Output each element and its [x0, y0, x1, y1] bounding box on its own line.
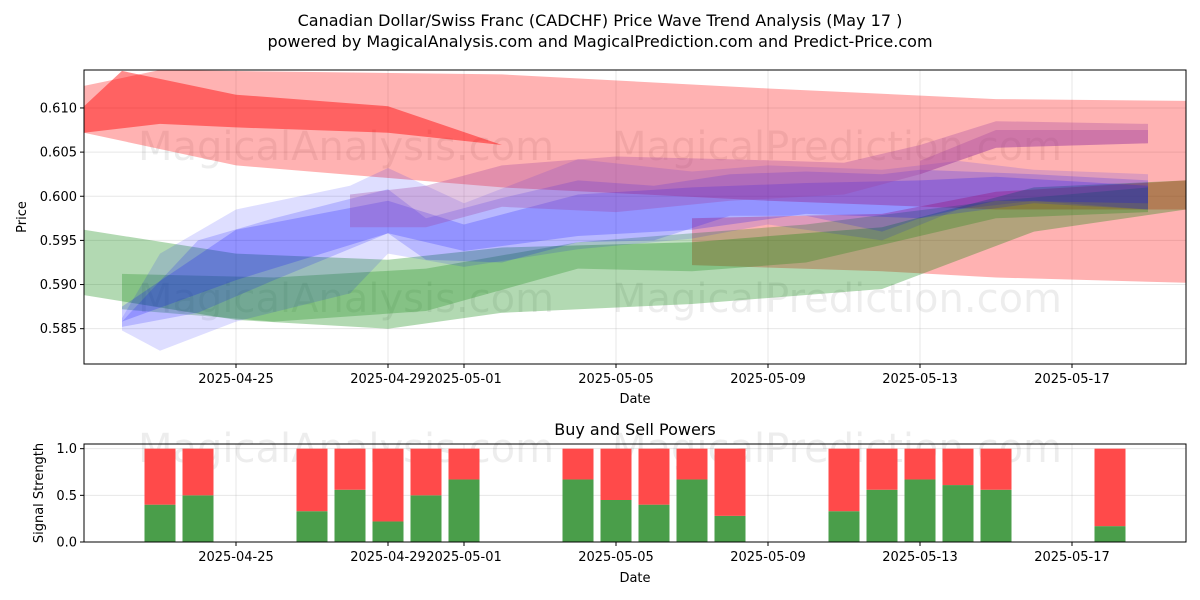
buy-bar — [562, 479, 594, 542]
sell-bar — [372, 448, 404, 522]
power-y-tick-label: 0.5 — [56, 489, 77, 504]
power-y-ticks: 0.0 0.5 1.0 — [56, 442, 84, 551]
price-y-ticks: 0.585 0.590 0.595 0.600 0.605 0.610 — [40, 101, 84, 337]
power-y-axis-label: Signal Strength — [32, 443, 47, 543]
sell-bar — [448, 448, 480, 480]
price-grid — [84, 70, 1186, 364]
power-x-tick-label: 2025-04-25 — [198, 550, 274, 565]
price-bands — [84, 70, 1186, 351]
buy-bar — [828, 511, 860, 542]
price-x-tick-label: 2025-05-13 — [882, 372, 958, 387]
price-y-axis-label: Price — [15, 201, 30, 233]
watermark-prediction-mid: MagicalPrediction.com — [612, 276, 1062, 322]
buy-bar — [448, 479, 480, 542]
power-y-tick-label: 1.0 — [56, 442, 77, 457]
price-x-tick-label: 2025-05-01 — [426, 372, 502, 387]
price-band-red-1 — [84, 70, 502, 145]
buy-bar — [638, 504, 670, 542]
buy-bar — [980, 489, 1012, 542]
power-x-tick-label: 2025-05-13 — [882, 550, 958, 565]
buy-bar — [334, 489, 366, 542]
chart-title-line2: powered by MagicalAnalysis.com and Magic… — [267, 32, 932, 51]
price-band-purple-9 — [920, 130, 1148, 175]
price-plot-frame — [84, 70, 1186, 364]
buy-bar — [904, 479, 936, 542]
watermark-prediction-top: MagicalPrediction.com — [612, 124, 1062, 170]
price-y-tick-label: 0.590 — [40, 278, 77, 293]
power-y-tick-label: 0.0 — [56, 536, 77, 551]
price-y-tick-label: 0.585 — [40, 322, 77, 337]
buy-bar — [296, 511, 328, 542]
price-y-tick-label: 0.605 — [40, 146, 77, 161]
price-x-tick-label: 2025-05-05 — [578, 372, 654, 387]
buy-bar — [866, 489, 898, 542]
price-band-red-0 — [84, 70, 1186, 210]
sell-bar — [600, 448, 632, 500]
sell-bar — [980, 448, 1012, 490]
price-band-blue-6 — [122, 169, 1148, 327]
buy-bar — [182, 495, 214, 542]
power-x-tick-label: 2025-04-29 — [350, 550, 426, 565]
power-bars — [144, 448, 1126, 542]
price-watermarks: MagicalAnalysis.com MagicalPrediction.co… — [138, 124, 1062, 322]
buy-bar — [600, 500, 632, 542]
price-y-tick-label: 0.595 — [40, 234, 77, 249]
price-band-blue-7 — [122, 176, 1148, 322]
price-x-tick-label: 2025-05-17 — [1034, 372, 1110, 387]
sell-bar — [714, 448, 746, 516]
power-x-axis-label: Date — [619, 571, 650, 586]
watermark-analysis-mid: MagicalAnalysis.com — [138, 276, 554, 322]
price-band-purple-8 — [350, 121, 1148, 228]
sell-bar — [296, 448, 328, 512]
sell-bar — [410, 448, 442, 496]
price-band-green-3 — [84, 180, 1186, 329]
watermark-analysis-top: MagicalAnalysis.com — [138, 124, 554, 170]
buy-bar — [410, 495, 442, 542]
power-panel: Buy and Sell Powers MagicalAnalysis.com … — [32, 420, 1187, 586]
buy-bar — [676, 479, 708, 542]
sell-bar — [182, 448, 214, 496]
price-y-tick-label: 0.600 — [40, 190, 77, 205]
sell-bar — [904, 448, 936, 480]
price-x-axis-label: Date — [619, 392, 650, 407]
power-x-tick-label: 2025-05-05 — [578, 550, 654, 565]
chart-title-line1: Canadian Dollar/Swiss Franc (CADCHF) Pri… — [298, 11, 903, 30]
price-y-tick-label: 0.610 — [40, 101, 77, 116]
buy-bar — [144, 504, 176, 542]
power-x-tick-label: 2025-05-01 — [426, 550, 502, 565]
price-x-tick-label: 2025-05-09 — [730, 372, 806, 387]
price-x-tick-label: 2025-04-25 — [198, 372, 274, 387]
buy-bar — [942, 485, 974, 542]
buy-bar — [1094, 526, 1126, 542]
price-band-blue-5 — [122, 159, 1148, 351]
price-band-green-4 — [122, 187, 1148, 322]
power-x-tick-label: 2025-05-09 — [730, 550, 806, 565]
power-chart-title: Buy and Sell Powers — [554, 420, 716, 439]
price-band-red-2 — [692, 180, 1186, 283]
sell-bar — [866, 448, 898, 490]
sell-bar — [676, 448, 708, 480]
sell-bar — [638, 448, 670, 505]
price-panel: MagicalAnalysis.com MagicalPrediction.co… — [15, 69, 1187, 407]
sell-bar — [1094, 448, 1126, 527]
sell-bar — [562, 448, 594, 480]
sell-bar — [828, 448, 860, 512]
power-plot-border — [83, 443, 1187, 543]
buy-bar — [372, 521, 404, 542]
price-x-ticks: 2025-04-25 2025-04-29 2025-05-01 2025-05-05… — [198, 364, 1110, 387]
power-x-ticks: 2025-04-25 2025-04-29 2025-05-01 2025-05-05… — [198, 542, 1110, 565]
price-plot-border — [83, 69, 1187, 365]
price-x-tick-label: 2025-04-29 — [350, 372, 426, 387]
sell-bar — [144, 448, 176, 505]
sell-bar — [334, 448, 366, 490]
sell-bar — [942, 448, 974, 486]
buy-bar — [714, 515, 746, 542]
power-x-tick-label: 2025-05-17 — [1034, 550, 1110, 565]
